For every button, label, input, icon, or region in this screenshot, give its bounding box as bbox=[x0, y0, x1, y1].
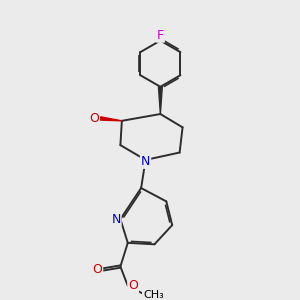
Text: CH₃: CH₃ bbox=[143, 290, 164, 300]
Text: O: O bbox=[89, 112, 99, 125]
Polygon shape bbox=[158, 87, 162, 114]
Text: N: N bbox=[141, 155, 150, 168]
Polygon shape bbox=[100, 117, 122, 121]
Text: F: F bbox=[157, 29, 164, 42]
Text: O: O bbox=[128, 279, 138, 292]
Text: N: N bbox=[111, 213, 121, 226]
Text: O: O bbox=[92, 263, 102, 276]
Text: H: H bbox=[88, 112, 97, 125]
